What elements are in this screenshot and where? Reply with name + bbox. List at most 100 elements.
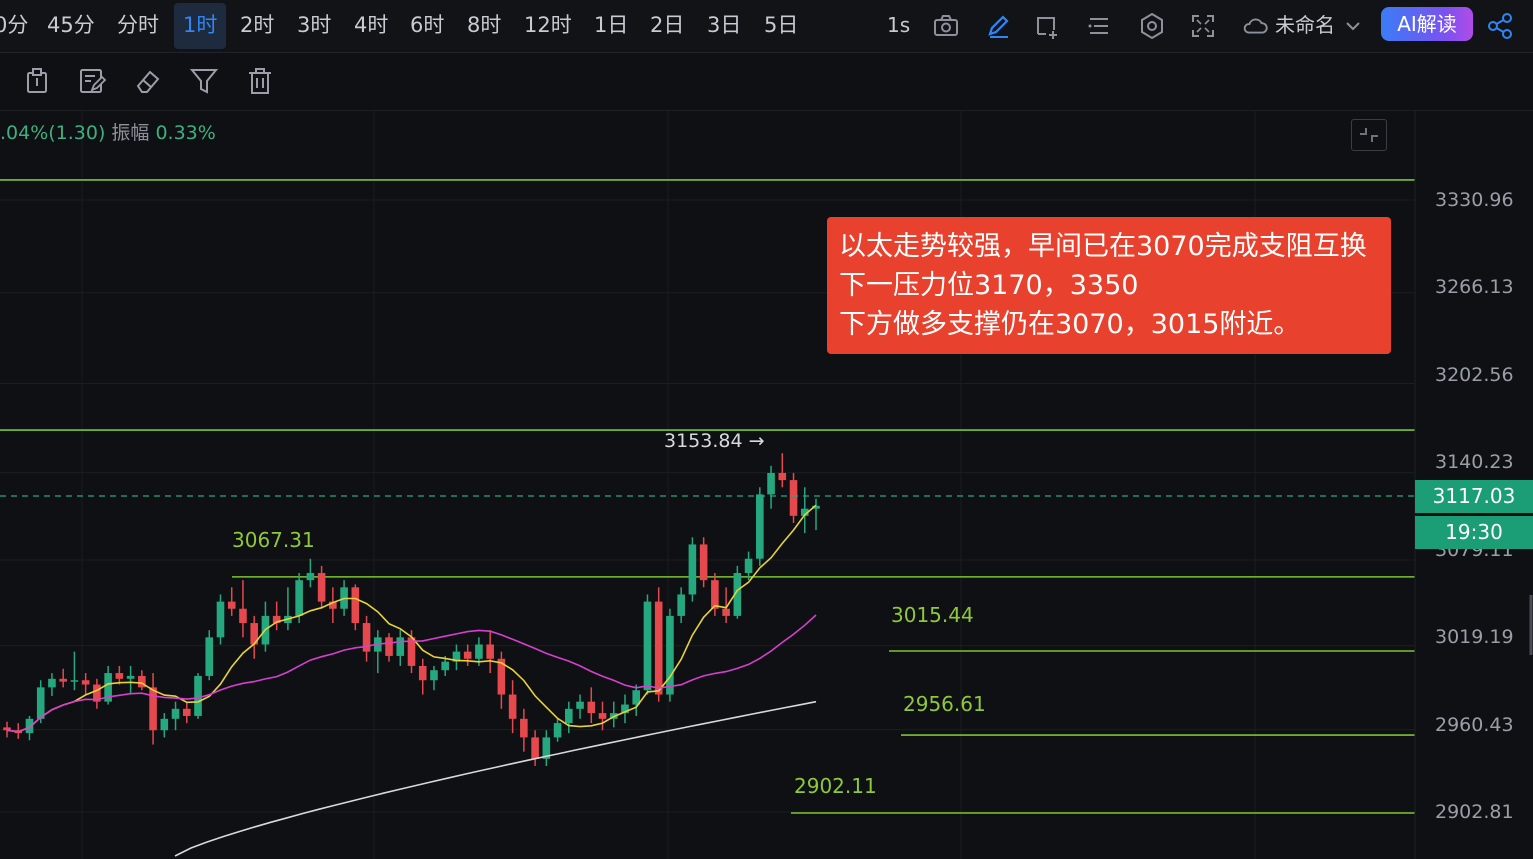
candle-body (362, 623, 371, 652)
timeframe-tab[interactable]: 1日 (594, 13, 629, 37)
collapse-icon[interactable] (1351, 119, 1387, 151)
settings-hexagon-icon[interactable] (1136, 10, 1168, 42)
change-value: .04%(1.30) (0, 122, 106, 144)
candle-body (194, 675, 202, 716)
ma-slow-line (174, 700, 817, 857)
current-price-tag: 3117.03 (1415, 480, 1533, 513)
candle-body (418, 665, 427, 681)
timeframe-tab[interactable]: 分时 (117, 13, 159, 37)
candle-body (553, 723, 562, 738)
timeframe-tab[interactable]: 3日 (707, 13, 742, 37)
fullscreen-icon[interactable] (1187, 10, 1219, 42)
candle-body (126, 675, 135, 679)
timeframe-tab[interactable]: 12时 (524, 13, 572, 37)
info-bar: .04%(1.30) 振幅 0.33% (0, 118, 216, 145)
price-axis-tick: 2960.43 (1435, 714, 1514, 736)
annotation-line-3: 下方做多支撑仍在3070，3015附近。 (839, 309, 1301, 340)
timeframe-tab[interactable]: 0分 (0, 13, 29, 37)
trash-icon[interactable] (245, 66, 275, 96)
level-label: 3015.44 (891, 603, 974, 627)
timeframe-tab[interactable]: 8时 (467, 13, 502, 37)
candle-body (104, 673, 112, 702)
candle-body (115, 673, 124, 679)
timeframe-tab[interactable]: 2时 (240, 13, 275, 37)
candle-body (295, 580, 303, 616)
chevron-down-icon[interactable] (1343, 10, 1363, 42)
candle-body (250, 623, 258, 645)
candle-body (497, 658, 506, 695)
candle-body (744, 558, 753, 574)
timeframe-tab[interactable]: 2日 (650, 13, 685, 37)
timeframe-tab[interactable]: 4时 (354, 13, 389, 37)
candle-body (767, 472, 775, 495)
filter-icon[interactable] (189, 66, 219, 96)
top-toolbar: 0分 45分 分时 1时 2时 3时 4时 6时 8时 12时 1日 2日 3日 5日 1s 未命名 AI… (0, 0, 1533, 53)
candle-body (733, 573, 742, 616)
candle-body (621, 704, 629, 714)
timeframe-tab[interactable]: 6时 (410, 13, 445, 37)
candle-body (756, 494, 764, 559)
crop-icon[interactable] (1031, 10, 1063, 42)
candle-body (800, 508, 809, 516)
candle-body (3, 727, 11, 731)
candle-body (227, 601, 236, 609)
candle-body (654, 601, 663, 695)
interval-selector[interactable]: 1s (887, 13, 911, 37)
candle-body (632, 690, 641, 705)
candle-body (789, 480, 798, 516)
price-axis-tick: 3019.19 (1435, 626, 1514, 648)
clipboard-icon[interactable] (22, 66, 52, 96)
timeframe-tab[interactable]: 5日 (764, 13, 799, 37)
level-label: 3067.31 (232, 528, 315, 552)
candle-body (306, 573, 315, 581)
price-axis-tick: 3330.96 (1435, 189, 1514, 211)
candle-body (182, 708, 191, 716)
annotation-line-2: 下一压力位3170，3350 (839, 270, 1139, 301)
candle-body (441, 661, 450, 671)
candlestick-chart[interactable] (0, 111, 1533, 859)
candle-body (688, 544, 697, 595)
ma-fast-line (6, 504, 817, 733)
ma-mid-line (6, 614, 817, 733)
candle-body (216, 601, 225, 638)
candle-body (329, 601, 337, 609)
timeframe-tab[interactable]: 45分 (47, 13, 95, 37)
candle-body (205, 637, 214, 676)
candle-body (407, 637, 416, 666)
annotation-line-1: 以太走势较强，早间已在3070完成支阻互换 (839, 231, 1367, 262)
eraser-icon[interactable] (133, 66, 163, 96)
candle-body (36, 687, 45, 719)
candle-body (666, 615, 674, 695)
candle-body (317, 573, 326, 602)
timeframe-tab[interactable]: 3时 (297, 13, 332, 37)
candle-body (778, 472, 787, 481)
edit-note-icon[interactable] (77, 66, 107, 96)
candle-body (722, 608, 730, 616)
candle-body (70, 680, 79, 682)
candle-body (93, 684, 101, 702)
candle-body (643, 601, 652, 691)
candle-body (486, 644, 494, 659)
candle-body (351, 587, 360, 624)
share-icon[interactable] (1484, 10, 1516, 42)
candle-body (239, 608, 247, 624)
chart-name[interactable]: 未命名 (1275, 13, 1335, 37)
price-axis-tick: 3202.56 (1435, 364, 1514, 386)
list-icon[interactable] (1083, 10, 1115, 42)
candle-body (475, 644, 483, 659)
candle-body (565, 708, 573, 724)
analysis-annotation[interactable]: 以太走势较强，早间已在3070完成支阻互换 下一压力位3170，3350 下方做… (827, 217, 1391, 354)
ai-interpret-button[interactable]: AI解读 (1381, 7, 1473, 41)
candle-body (598, 713, 607, 719)
pencil-icon[interactable] (982, 10, 1014, 42)
candle-body (520, 718, 528, 738)
candle-body (160, 718, 169, 731)
price-axis-tick: 3140.23 (1435, 451, 1514, 473)
camera-icon[interactable] (930, 10, 962, 42)
candle-body (272, 615, 281, 624)
candle-body (430, 670, 438, 681)
candle-body (587, 701, 596, 714)
candle-body (396, 637, 405, 656)
candle-body (452, 651, 461, 662)
timeframe-tab[interactable]: 1时 (174, 3, 227, 49)
